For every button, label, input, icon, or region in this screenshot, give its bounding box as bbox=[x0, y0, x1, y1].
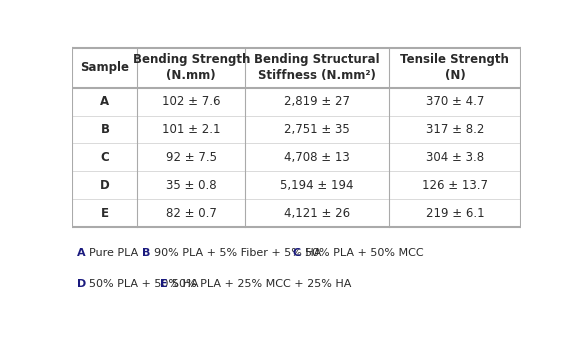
Text: 50% PLA + 50% MCC: 50% PLA + 50% MCC bbox=[305, 248, 423, 258]
Text: C: C bbox=[292, 248, 301, 258]
Text: 4,708 ± 13: 4,708 ± 13 bbox=[284, 151, 350, 164]
Text: 82 ± 0.7: 82 ± 0.7 bbox=[166, 207, 217, 220]
Text: D: D bbox=[77, 279, 86, 289]
Text: 2,819 ± 27: 2,819 ± 27 bbox=[284, 95, 350, 108]
Text: D: D bbox=[100, 179, 110, 192]
Text: 2,751 ± 35: 2,751 ± 35 bbox=[284, 123, 350, 136]
Text: Pure PLA: Pure PLA bbox=[89, 248, 139, 258]
Text: 126 ± 13.7: 126 ± 13.7 bbox=[422, 179, 488, 192]
Text: Tensile Strength
(N): Tensile Strength (N) bbox=[401, 54, 510, 83]
Text: 317 ± 8.2: 317 ± 8.2 bbox=[426, 123, 484, 136]
Text: 5,194 ± 194: 5,194 ± 194 bbox=[280, 179, 354, 192]
Text: 101 ± 2.1: 101 ± 2.1 bbox=[162, 123, 221, 136]
Text: 102 ± 7.6: 102 ± 7.6 bbox=[162, 95, 221, 108]
Text: 4,121 ± 26: 4,121 ± 26 bbox=[284, 207, 350, 220]
Text: 90% PLA + 5% Fiber + 5% HA: 90% PLA + 5% Fiber + 5% HA bbox=[155, 248, 322, 258]
Text: 92 ± 7.5: 92 ± 7.5 bbox=[166, 151, 217, 164]
Text: B: B bbox=[100, 123, 109, 136]
Text: 35 ± 0.8: 35 ± 0.8 bbox=[166, 179, 217, 192]
Text: A: A bbox=[77, 248, 86, 258]
Text: E: E bbox=[101, 207, 109, 220]
Text: Bending Structural
Stiffness (N.mm²): Bending Structural Stiffness (N.mm²) bbox=[254, 54, 380, 83]
Text: 304 ± 3.8: 304 ± 3.8 bbox=[426, 151, 484, 164]
Text: B: B bbox=[142, 248, 151, 258]
Text: 50% PLA + 50% HA: 50% PLA + 50% HA bbox=[89, 279, 199, 289]
Text: Sample: Sample bbox=[80, 61, 130, 74]
Text: 50% PLA + 25% MCC + 25% HA: 50% PLA + 25% MCC + 25% HA bbox=[173, 279, 352, 289]
Text: 219 ± 6.1: 219 ± 6.1 bbox=[426, 207, 484, 220]
Text: Bending Strength
(N.mm): Bending Strength (N.mm) bbox=[133, 54, 250, 83]
Text: 370 ± 4.7: 370 ± 4.7 bbox=[426, 95, 484, 108]
Text: E: E bbox=[160, 279, 167, 289]
Text: C: C bbox=[101, 151, 109, 164]
Text: A: A bbox=[100, 95, 109, 108]
